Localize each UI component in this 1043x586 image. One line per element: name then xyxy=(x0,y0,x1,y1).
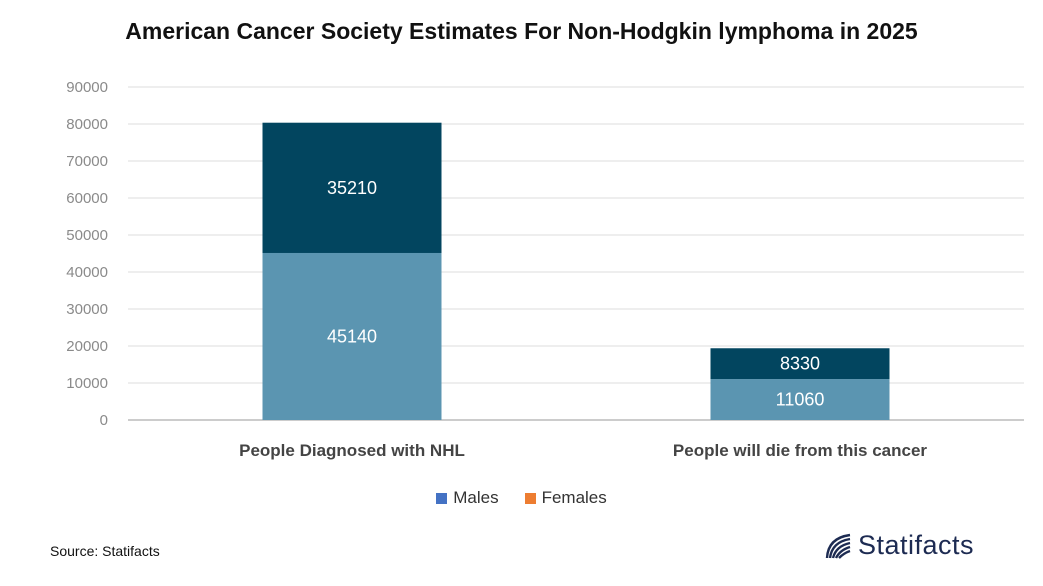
legend-swatch-males xyxy=(436,492,448,504)
category-label: People Diagnosed with NHL xyxy=(239,441,465,460)
bar-females xyxy=(262,122,442,253)
chart-title: American Cancer Society Estimates For No… xyxy=(125,18,918,44)
y-tick-label: 0 xyxy=(100,412,108,429)
chart-plot: 0 10000 20000 30000 40000 50000 60000 70000 8000… xyxy=(66,79,1024,460)
legend-label-males: Males xyxy=(453,488,499,507)
y-tick-label: 40000 xyxy=(66,264,108,281)
data-label-males: 11060 xyxy=(776,390,825,410)
data-label-males: 45140 xyxy=(327,326,377,346)
y-tick-label: 80000 xyxy=(66,116,108,133)
data-label-females: 35210 xyxy=(327,178,377,198)
statifacts-logo-icon xyxy=(825,533,851,559)
brand-logo: Statifacts xyxy=(824,530,974,561)
category-label: People will die from this cancer xyxy=(673,441,928,460)
chart-legend: Males Females xyxy=(0,488,1043,508)
y-tick-label: 50000 xyxy=(66,227,108,244)
y-tick-label: 20000 xyxy=(66,338,108,355)
source-note: Source: Statifacts xyxy=(50,543,160,559)
legend-item-females: Females xyxy=(524,488,607,508)
y-tick-label: 60000 xyxy=(66,190,108,207)
y-tick-label: 70000 xyxy=(66,153,108,170)
y-tick-label: 90000 xyxy=(66,79,108,96)
y-tick-label: 30000 xyxy=(66,301,108,318)
data-label-females: 8330 xyxy=(780,354,820,374)
legend-label-females: Females xyxy=(541,488,607,507)
legend-item-males: Males xyxy=(436,488,499,508)
legend-swatch-females xyxy=(524,492,536,504)
brand-name: Statifacts xyxy=(858,530,975,560)
bar-males xyxy=(262,252,442,420)
bar-males xyxy=(710,379,890,420)
bar-females xyxy=(710,348,890,380)
y-tick-label: 10000 xyxy=(66,375,108,392)
